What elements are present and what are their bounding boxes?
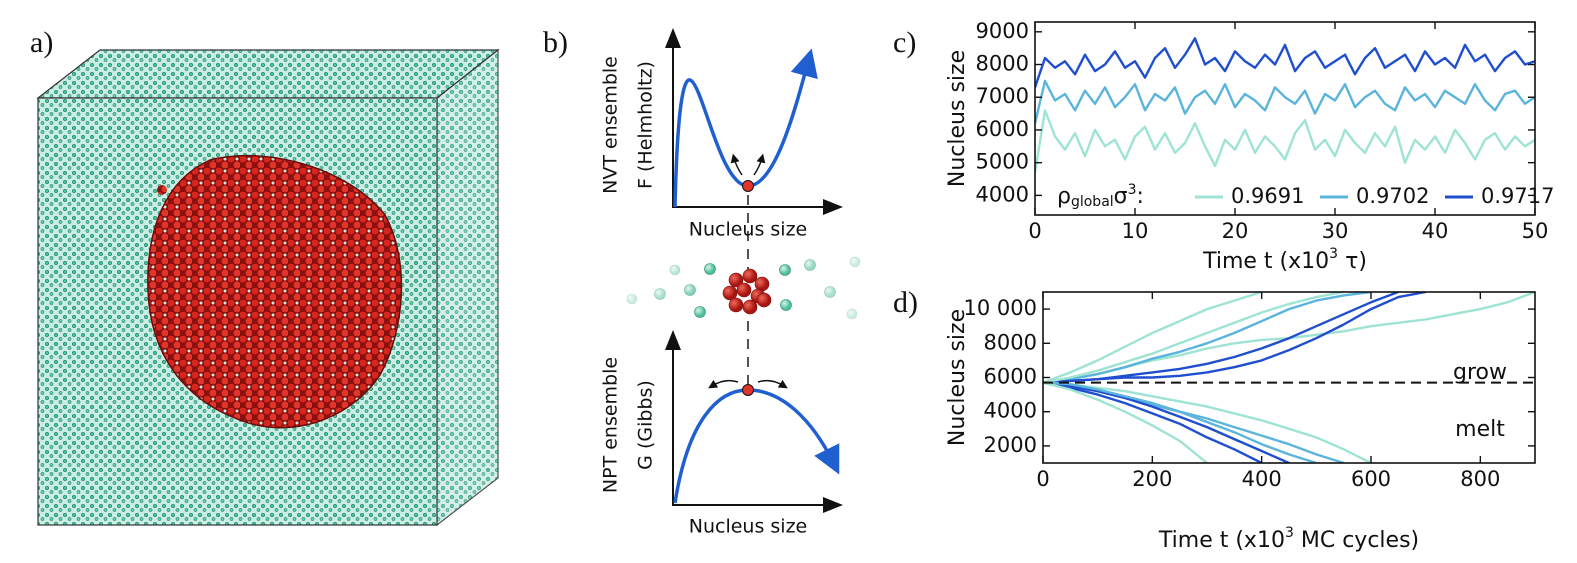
legend-label: 0.9702 [1356,184,1429,208]
x-tick-label: 0 [1028,219,1041,243]
y-tick-label: 6000 [976,117,1029,141]
x-label-part: MC cycles) [1294,528,1419,553]
legend-title-part: ρ [1057,184,1071,209]
legend-title-part: : [1137,184,1144,209]
series-line [1043,381,1290,463]
panel-label: a) [30,26,53,59]
x-label: Nucleus size [689,516,808,538]
x-tick-label: 0 [1036,467,1049,491]
plot-frame [1034,21,1536,216]
y-tick-label: 4000 [976,182,1029,206]
y-axis-label: Nucleus size [945,50,970,187]
x-tick-label: 10 [1122,219,1149,243]
series-line [1043,381,1372,463]
panel-label: c) [893,26,916,59]
legend-label: 0.9717 [1481,184,1554,208]
x-tick-label: 800 [1460,467,1500,491]
y-tick-label: 4000 [984,399,1037,423]
y-tick-label: 7000 [976,84,1029,108]
series-line [1043,381,1317,463]
legend-title-part: 3 [1128,182,1137,198]
series-line [1043,292,1344,384]
legend-title-part: σ [1114,184,1128,209]
x-tick-label: 40 [1422,219,1449,243]
y-label: NVT ensemble [600,56,622,194]
annotation: grow [1453,360,1507,385]
series-line [1043,381,1263,463]
annotation: melt [1455,417,1505,442]
y-axis-label: Nucleus size [945,309,970,446]
series-line [1043,381,1208,463]
y-tick-label: 8000 [984,330,1037,354]
x-tick-label: 20 [1222,219,1249,243]
x-axis-label: Time t (x103 MC cycles) [1158,525,1419,553]
y-label: G (Gibbs) [635,380,657,470]
x-axis-label: Time t (x103 τ) [1202,246,1367,274]
y-tick-label: 5000 [976,150,1029,174]
x-label-part: Time t (x10 [1202,249,1329,274]
y-tick-label: 10 000 [964,296,1037,320]
panel-label: d) [893,286,918,319]
x-tick-label: 600 [1351,467,1391,491]
x-label-part: 3 [1285,525,1294,541]
x-tick-label: 50 [1522,219,1549,243]
schematic [626,28,861,513]
x-label-part: Time t (x10 [1158,528,1285,553]
series-line [1035,79,1535,124]
series-line [1043,292,1426,384]
y-tick-label: 6000 [984,365,1037,389]
x-tick-label: 400 [1242,467,1282,491]
legend-label: 0.9691 [1231,184,1304,208]
series-line [1035,109,1535,173]
series-line [1043,292,1372,384]
legend-title-part: global [1071,194,1114,210]
x-label: Nucleus size [689,219,808,241]
series-line [1035,37,1535,88]
y-label: NPT ensemble [600,357,622,493]
x-tick-label: 200 [1132,467,1172,491]
panel-label: b) [543,26,568,59]
y-tick-label: 9000 [976,19,1029,43]
x-label-part: τ) [1338,249,1367,274]
simulation-render [36,48,500,527]
y-tick-label: 8000 [976,52,1029,76]
x-tick-label: 30 [1322,219,1349,243]
x-label-part: 3 [1329,246,1338,262]
series-line [1043,292,1263,384]
y-tick-label: 2000 [984,433,1037,457]
y-label: F (Helmholtz) [635,61,657,189]
legend-title: ρglobalσ3: [1057,182,1144,210]
